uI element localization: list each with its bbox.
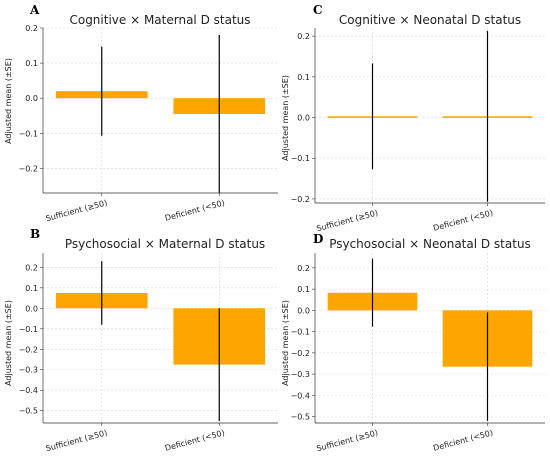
- panel-c-title: Cognitive × Neonatal D status: [339, 13, 521, 27]
- panel-d-ytick-label: 0.2: [297, 264, 310, 273]
- panel-b-ytick-label: −0.3: [19, 366, 38, 375]
- panel-d: D Psychosocial × Neonatal D status Adjus…: [281, 232, 545, 453]
- panel-a-category-label: Sufficient (≥50): [45, 198, 108, 223]
- panel-c-ytick-label: 0.1: [297, 73, 310, 82]
- panel-c-ytick-label: −0.1: [291, 154, 310, 163]
- panel-b-ytick-label: −0.2: [19, 345, 38, 354]
- panel-a-title: Cognitive × Maternal D status: [69, 13, 250, 27]
- panel-d-ytick-label: −0.2: [291, 349, 310, 358]
- panel-b-ytick-label: −0.1: [19, 325, 38, 334]
- panel-letter-c: C: [313, 3, 323, 17]
- panel-a: A Cognitive × Maternal D status Adjusted…: [4, 3, 278, 223]
- panel-a-category-label: Deficient (<50): [164, 198, 226, 223]
- panel-b-category-label: Deficient (<50): [164, 428, 226, 453]
- panel-b-plot: 0.2 0.1 0.0 −0.1 −0.2 −0.3 −0.4 −0.5 Sufficient …: [19, 253, 278, 453]
- panel-d-ytick-label: 0.0: [297, 306, 310, 315]
- panel-b-ylabel: Adjusted mean (±SE): [4, 300, 13, 386]
- panel-d-ytick-label: 0.1: [297, 285, 310, 294]
- panel-b-ytick-label: 0.1: [25, 284, 38, 293]
- panel-letter-b: B: [30, 227, 40, 241]
- panel-c-ytick-label: −0.2: [291, 195, 310, 204]
- panel-c: C Cognitive × Neonatal D status Adjusted…: [281, 3, 545, 233]
- panel-d-title: Psychosocial × Neonatal D status: [329, 237, 531, 251]
- panel-d-ylabel: Adjusted mean (±SE): [281, 300, 290, 386]
- panel-d-ytick-label: −0.3: [291, 370, 310, 379]
- panel-b-ytick-label: 0.2: [25, 263, 38, 272]
- panel-b-ytick-label: −0.5: [19, 407, 38, 416]
- panel-c-plot: 0.2 0.1 0.0 −0.1 −0.2 Sufficient (≥50) Deficie…: [291, 28, 545, 233]
- panel-b-category-label: Sufficient (≥50): [45, 428, 108, 453]
- panel-d-plot: 0.2 0.1 0.0 −0.1 −0.2 −0.3 −0.4 −0.5 Sufficient …: [291, 253, 545, 453]
- panel-c-ytick-label: 0.2: [297, 32, 310, 41]
- panel-c-ytick-label: 0.0: [297, 114, 310, 123]
- panel-a-ytick-label: 0.0: [25, 94, 38, 103]
- panel-d-ytick-label: −0.4: [291, 391, 310, 400]
- panel-c-category-label: Sufficient (≥50): [316, 208, 379, 233]
- panel-c-ylabel: Adjusted mean (±SE): [281, 75, 290, 161]
- panel-d-category-label: Deficient (<50): [432, 428, 494, 453]
- panel-b-ytick-label: −0.4: [19, 386, 38, 395]
- panel-a-ytick-label: 0.1: [25, 59, 38, 68]
- panel-letter-a: A: [29, 3, 40, 17]
- panel-b-title: Psychosocial × Maternal D status: [65, 237, 265, 251]
- panel-a-ylabel: Adjusted mean (±SE): [4, 58, 13, 144]
- panel-d-category-label: Sufficient (≥50): [316, 428, 379, 453]
- panel-d-ytick-label: −0.1: [291, 328, 310, 337]
- panel-letter-d: D: [313, 232, 323, 246]
- panel-a-ytick-label: −0.2: [19, 164, 38, 173]
- panel-d-ytick-label: −0.5: [291, 413, 310, 422]
- panel-a-ytick-label: 0.2: [25, 24, 38, 33]
- panel-b-ytick-label: 0.0: [25, 304, 38, 313]
- panel-a-ytick-label: −0.1: [19, 129, 38, 138]
- panel-c-category-label: Deficient (<50): [432, 208, 494, 233]
- panel-a-plot: 0.2 0.1 0.0 −0.1 −0.2 Sufficient (≥50) Deficie…: [19, 24, 278, 223]
- panel-b: B Psychosocial × Maternal D status Adjus…: [4, 227, 278, 453]
